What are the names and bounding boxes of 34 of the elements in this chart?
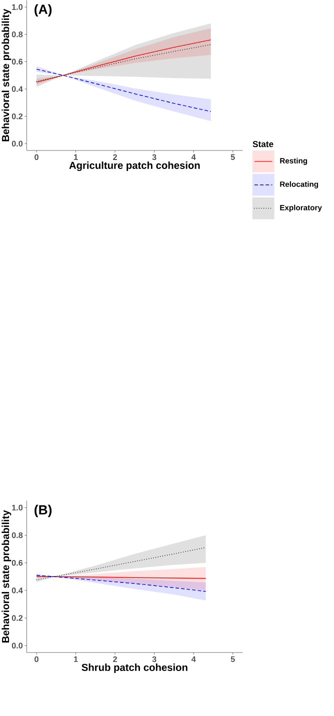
y-tick-label: 1.0 xyxy=(12,4,23,10)
x-tick-label: 2 xyxy=(113,656,118,662)
x-tick-label: 0 xyxy=(34,154,39,160)
y-tick-label: 0.6 xyxy=(12,58,23,65)
line-series xyxy=(36,547,206,580)
x-axis-title: Shrub patch cohesion xyxy=(82,664,188,674)
x-tick-label: 5 xyxy=(231,154,236,160)
y-tick-label: 0.8 xyxy=(12,532,23,538)
y-tick-label: 0.2 xyxy=(12,615,23,621)
annotation: (B) xyxy=(34,504,52,518)
y-tick-label: 0.0 xyxy=(12,140,23,147)
x-tick-label: 2 xyxy=(113,154,118,160)
x-tick-label: 3 xyxy=(152,154,156,160)
y-tick-label: 0.0 xyxy=(12,642,23,648)
x-tick-label: 1 xyxy=(74,154,78,160)
x-tick-label: 4 xyxy=(192,656,196,662)
line-series xyxy=(36,68,212,112)
legend-title: State xyxy=(252,141,274,148)
y-tick-label: 0.6 xyxy=(12,560,23,566)
y-tick-label: 1.0 xyxy=(12,504,23,510)
x-tick-label: 4 xyxy=(192,154,196,160)
y-axis-title: Behavioral state probability xyxy=(2,8,12,142)
y-axis-title: Behavioral state probability xyxy=(2,510,12,642)
annotation: (A) xyxy=(34,4,52,17)
x-axis-title: Agriculture patch cohesion xyxy=(69,162,200,172)
y-tick-label: 0.8 xyxy=(12,31,23,38)
x-tick-label: 3 xyxy=(152,656,156,662)
x-tick-label: 5 xyxy=(231,656,236,662)
line-series xyxy=(36,574,206,592)
y-tick-label: 0.2 xyxy=(12,113,23,120)
y-tick-label: 0.4 xyxy=(12,86,24,92)
y-tick-label: 0.4 xyxy=(12,588,24,594)
x-tick-label: 1 xyxy=(74,656,78,662)
x-tick-label: 0 xyxy=(34,656,39,662)
